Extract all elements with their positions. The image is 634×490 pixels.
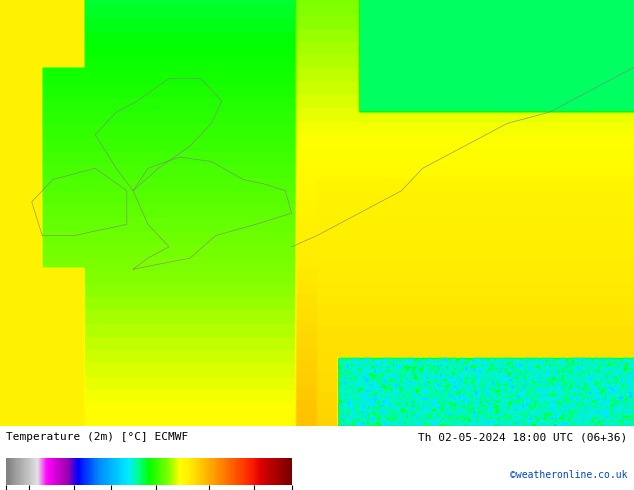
Text: Temperature (2m) [°C] ECMWF: Temperature (2m) [°C] ECMWF bbox=[6, 432, 188, 442]
Text: Th 02-05-2024 18:00 UTC (06+36): Th 02-05-2024 18:00 UTC (06+36) bbox=[418, 432, 628, 442]
Text: ©weatheronline.co.uk: ©weatheronline.co.uk bbox=[510, 470, 628, 480]
